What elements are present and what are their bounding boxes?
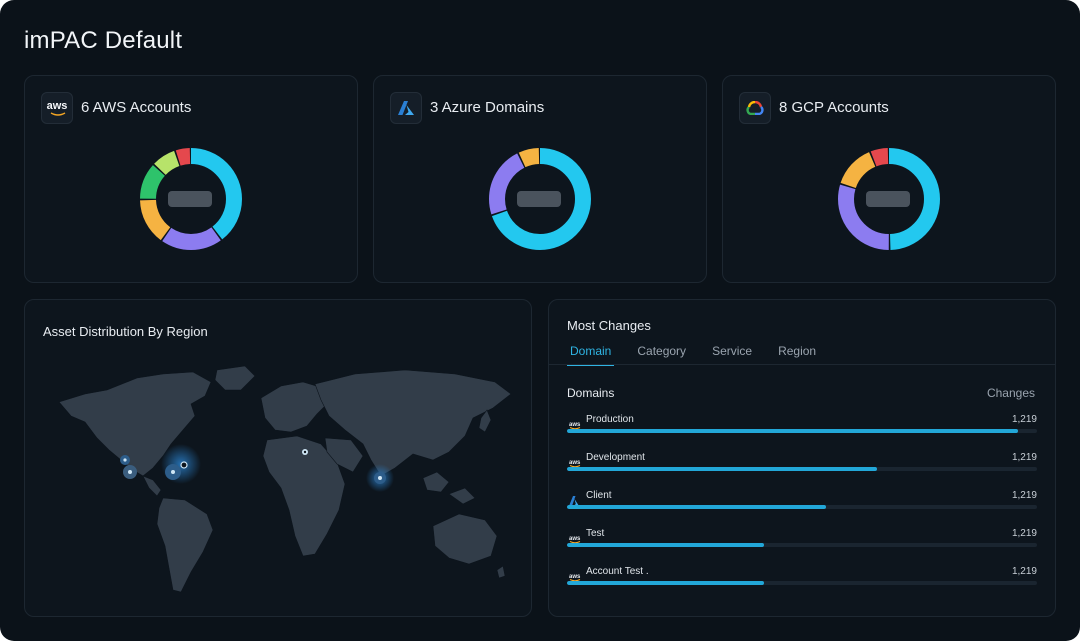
- progress-track: [567, 505, 1037, 509]
- aws-icon: aws: [569, 417, 581, 430]
- domain-name: Production: [586, 414, 634, 425]
- progress-fill: [567, 581, 765, 585]
- aws-icon: aws: [569, 569, 581, 582]
- aws-accounts-title: 6 AWS Accounts: [81, 99, 192, 116]
- aws-icon: aws: [569, 455, 581, 468]
- progress-fill: [567, 467, 878, 471]
- donut-center-placeholder: [866, 191, 910, 207]
- changes-tabs: Domain Category Service Region: [567, 344, 839, 366]
- gcp-accounts-card[interactable]: 8 GCP Accounts: [722, 75, 1056, 283]
- donut-segment[interactable]: [140, 148, 242, 250]
- donut-segment[interactable]: [838, 148, 940, 250]
- azure-domains-title: 3 Azure Domains: [430, 99, 545, 116]
- list-item[interactable]: aws Production 1,219: [567, 414, 1037, 448]
- gcp-donut-chart: [838, 148, 940, 250]
- domains-column-header: Domains: [567, 386, 615, 400]
- asset-distribution-card: Asset Distribution By Region: [24, 299, 532, 617]
- domain-name: Test: [586, 528, 605, 539]
- most-changes-title: Most Changes: [567, 318, 651, 333]
- tabs-divider: [549, 364, 1055, 365]
- progress-track: [567, 429, 1037, 433]
- svg-text:aws: aws: [569, 536, 581, 542]
- tab-service[interactable]: Service: [712, 344, 753, 358]
- svg-text:aws: aws: [569, 422, 581, 428]
- azure-domains-card[interactable]: 3 Azure Domains: [373, 75, 707, 283]
- page-title: imPAC Default: [24, 27, 183, 54]
- donut-segment[interactable]: [838, 148, 940, 250]
- progress-track: [567, 543, 1037, 547]
- progress-track: [567, 581, 1037, 585]
- azure-icon: [390, 92, 422, 124]
- donut-center-placeholder: [168, 191, 212, 207]
- progress-fill: [567, 543, 765, 547]
- aws-accounts-card[interactable]: aws 6 AWS Accounts: [24, 75, 358, 283]
- tab-category[interactable]: Category: [637, 344, 687, 358]
- donut-segment[interactable]: [140, 148, 242, 250]
- list-item[interactable]: aws Account Test . 1,219: [567, 566, 1037, 600]
- aws-icon: aws: [41, 92, 73, 124]
- aws-donut-chart: [140, 148, 242, 250]
- change-count: 1,219: [1011, 414, 1037, 425]
- tab-domain[interactable]: Domain: [567, 344, 615, 366]
- map-title: Asset Distribution By Region: [43, 324, 208, 339]
- domain-name: Account Test .: [586, 566, 649, 577]
- donut-segment[interactable]: [489, 148, 591, 250]
- most-changes-card: Most Changes Domain Category Service Reg…: [548, 299, 1056, 617]
- continents: [58, 365, 512, 593]
- donut-segment[interactable]: [489, 148, 591, 250]
- change-count: 1,219: [1011, 528, 1037, 539]
- list-item[interactable]: aws Development 1,219: [567, 452, 1037, 486]
- gcp-icon: [739, 92, 771, 124]
- tab-region[interactable]: Region: [778, 344, 817, 358]
- azure-donut-chart: [489, 148, 591, 250]
- world-map[interactable]: [45, 360, 513, 600]
- list-item[interactable]: aws Test 1,219: [567, 528, 1037, 562]
- change-count: 1,219: [1011, 452, 1037, 463]
- changes-column-header[interactable]: Changes: [986, 386, 1035, 400]
- donut-center-placeholder: [517, 191, 561, 207]
- gcp-accounts-title: 8 GCP Accounts: [779, 99, 889, 116]
- progress-fill: [567, 429, 1019, 433]
- change-count: 1,219: [1011, 490, 1037, 501]
- progress-fill: [567, 505, 826, 509]
- svg-text:aws: aws: [569, 574, 581, 580]
- azure-icon: [569, 493, 581, 506]
- change-count: 1,219: [1011, 566, 1037, 577]
- progress-track: [567, 467, 1037, 471]
- aws-icon: aws: [569, 531, 581, 544]
- list-item[interactable]: Client 1,219: [567, 490, 1037, 524]
- domain-name: Client: [586, 490, 612, 501]
- svg-text:aws: aws: [569, 460, 581, 466]
- region-markers: [120, 444, 394, 492]
- domain-name: Development: [586, 452, 645, 463]
